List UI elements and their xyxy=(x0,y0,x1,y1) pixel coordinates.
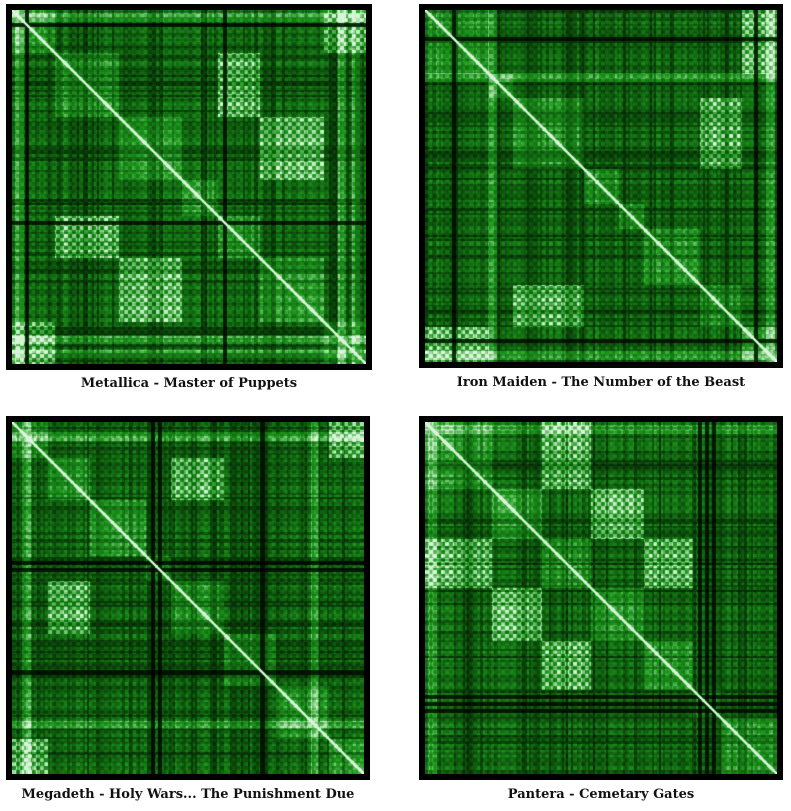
self-similarity-heatmap xyxy=(12,10,366,364)
self-similarity-heatmap xyxy=(12,422,364,774)
matrix-frame xyxy=(419,4,783,368)
panel-caption: Pantera - Cemetary Gates xyxy=(507,787,695,802)
matrix-frame xyxy=(6,416,370,780)
panel-caption: Megadeth - Holy Wars... The Punishment D… xyxy=(21,787,355,802)
matrix-frame xyxy=(6,4,372,370)
self-similarity-heatmap xyxy=(425,10,777,362)
self-similarity-heatmap xyxy=(425,422,777,774)
matrix-frame xyxy=(419,416,783,780)
panel-caption: Iron Maiden - The Number of the Beast xyxy=(456,375,746,390)
panel-caption: Metallica - Master of Puppets xyxy=(80,376,298,391)
